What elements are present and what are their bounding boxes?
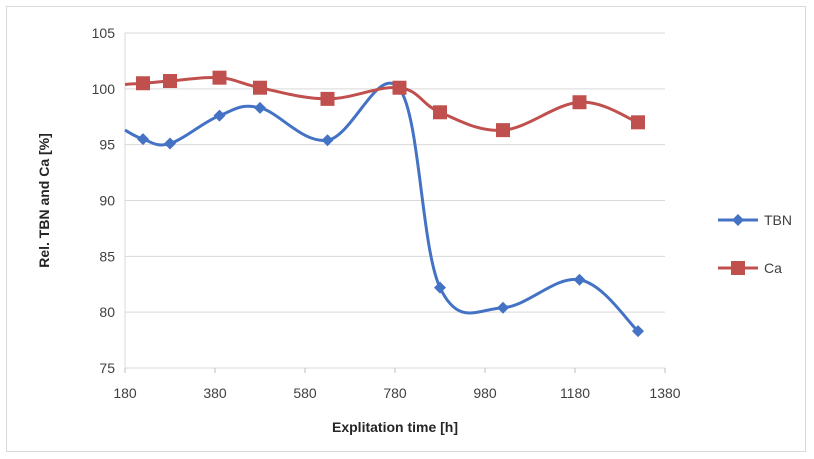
data-point-ca [392,80,407,95]
series-layer [124,70,645,338]
chart-frame: 75 80 85 90 95 100 105 180 380 580 780 980 1180 1380… [6,6,806,452]
x-tick-label: 1180 [560,385,590,401]
y-tick-label: 90 [99,193,115,209]
data-point-tbn [497,301,509,314]
legend: TBN Ca [718,212,792,276]
data-point-ca [212,70,227,85]
data-point-ca [631,115,645,130]
data-point-ca [320,91,335,106]
legend-label: TBN [764,212,792,228]
series-tbn [124,81,644,338]
legend-swatch-marker [732,214,744,226]
x-tick-label: 180 [113,385,137,401]
x-tick-label: 1380 [649,385,680,401]
y-tick-label: 105 [92,25,116,41]
x-axis-title: Explitation time [h] [332,419,458,435]
data-point-tbn [254,101,266,114]
data-point-ca [136,76,150,91]
x-tick-label: 580 [293,385,317,401]
y-axis-title: Rel. TBN and Ca [%] [36,133,52,268]
x-tick-labels: 180 380 580 780 980 1180 1380 [113,385,680,401]
legend-swatch-marker [731,261,745,275]
data-point-ca [433,105,447,120]
legend-item-ca: Ca [718,260,782,276]
legend-label: Ca [764,260,782,276]
data-point-ca [163,74,177,89]
series-line-tbn [124,81,640,333]
data-point-tbn [213,109,226,122]
y-tick-labels: 75 80 85 90 95 100 105 [92,25,116,376]
data-point-tbn [573,273,586,286]
data-point-ca [572,95,587,110]
data-point-tbn [137,133,149,146]
x-tick-label: 780 [383,385,407,401]
y-tick-label: 80 [99,304,115,320]
y-tick-label: 95 [99,137,115,153]
data-point-tbn [434,281,446,294]
line-chart: 75 80 85 90 95 100 105 180 380 580 780 980 1180 1380… [36,25,792,435]
data-point-ca [496,123,510,138]
data-point-ca [253,80,267,95]
y-tick-label: 75 [99,360,115,376]
data-point-tbn [164,137,176,150]
y-tick-label: 100 [92,81,116,97]
series-ca [124,70,645,138]
x-tick-label: 380 [203,385,227,401]
y-tick-label: 85 [99,248,115,264]
data-point-tbn [632,325,644,338]
legend-item-tbn: TBN [718,212,792,228]
data-point-tbn [321,134,334,147]
x-tick-label: 980 [473,385,497,401]
